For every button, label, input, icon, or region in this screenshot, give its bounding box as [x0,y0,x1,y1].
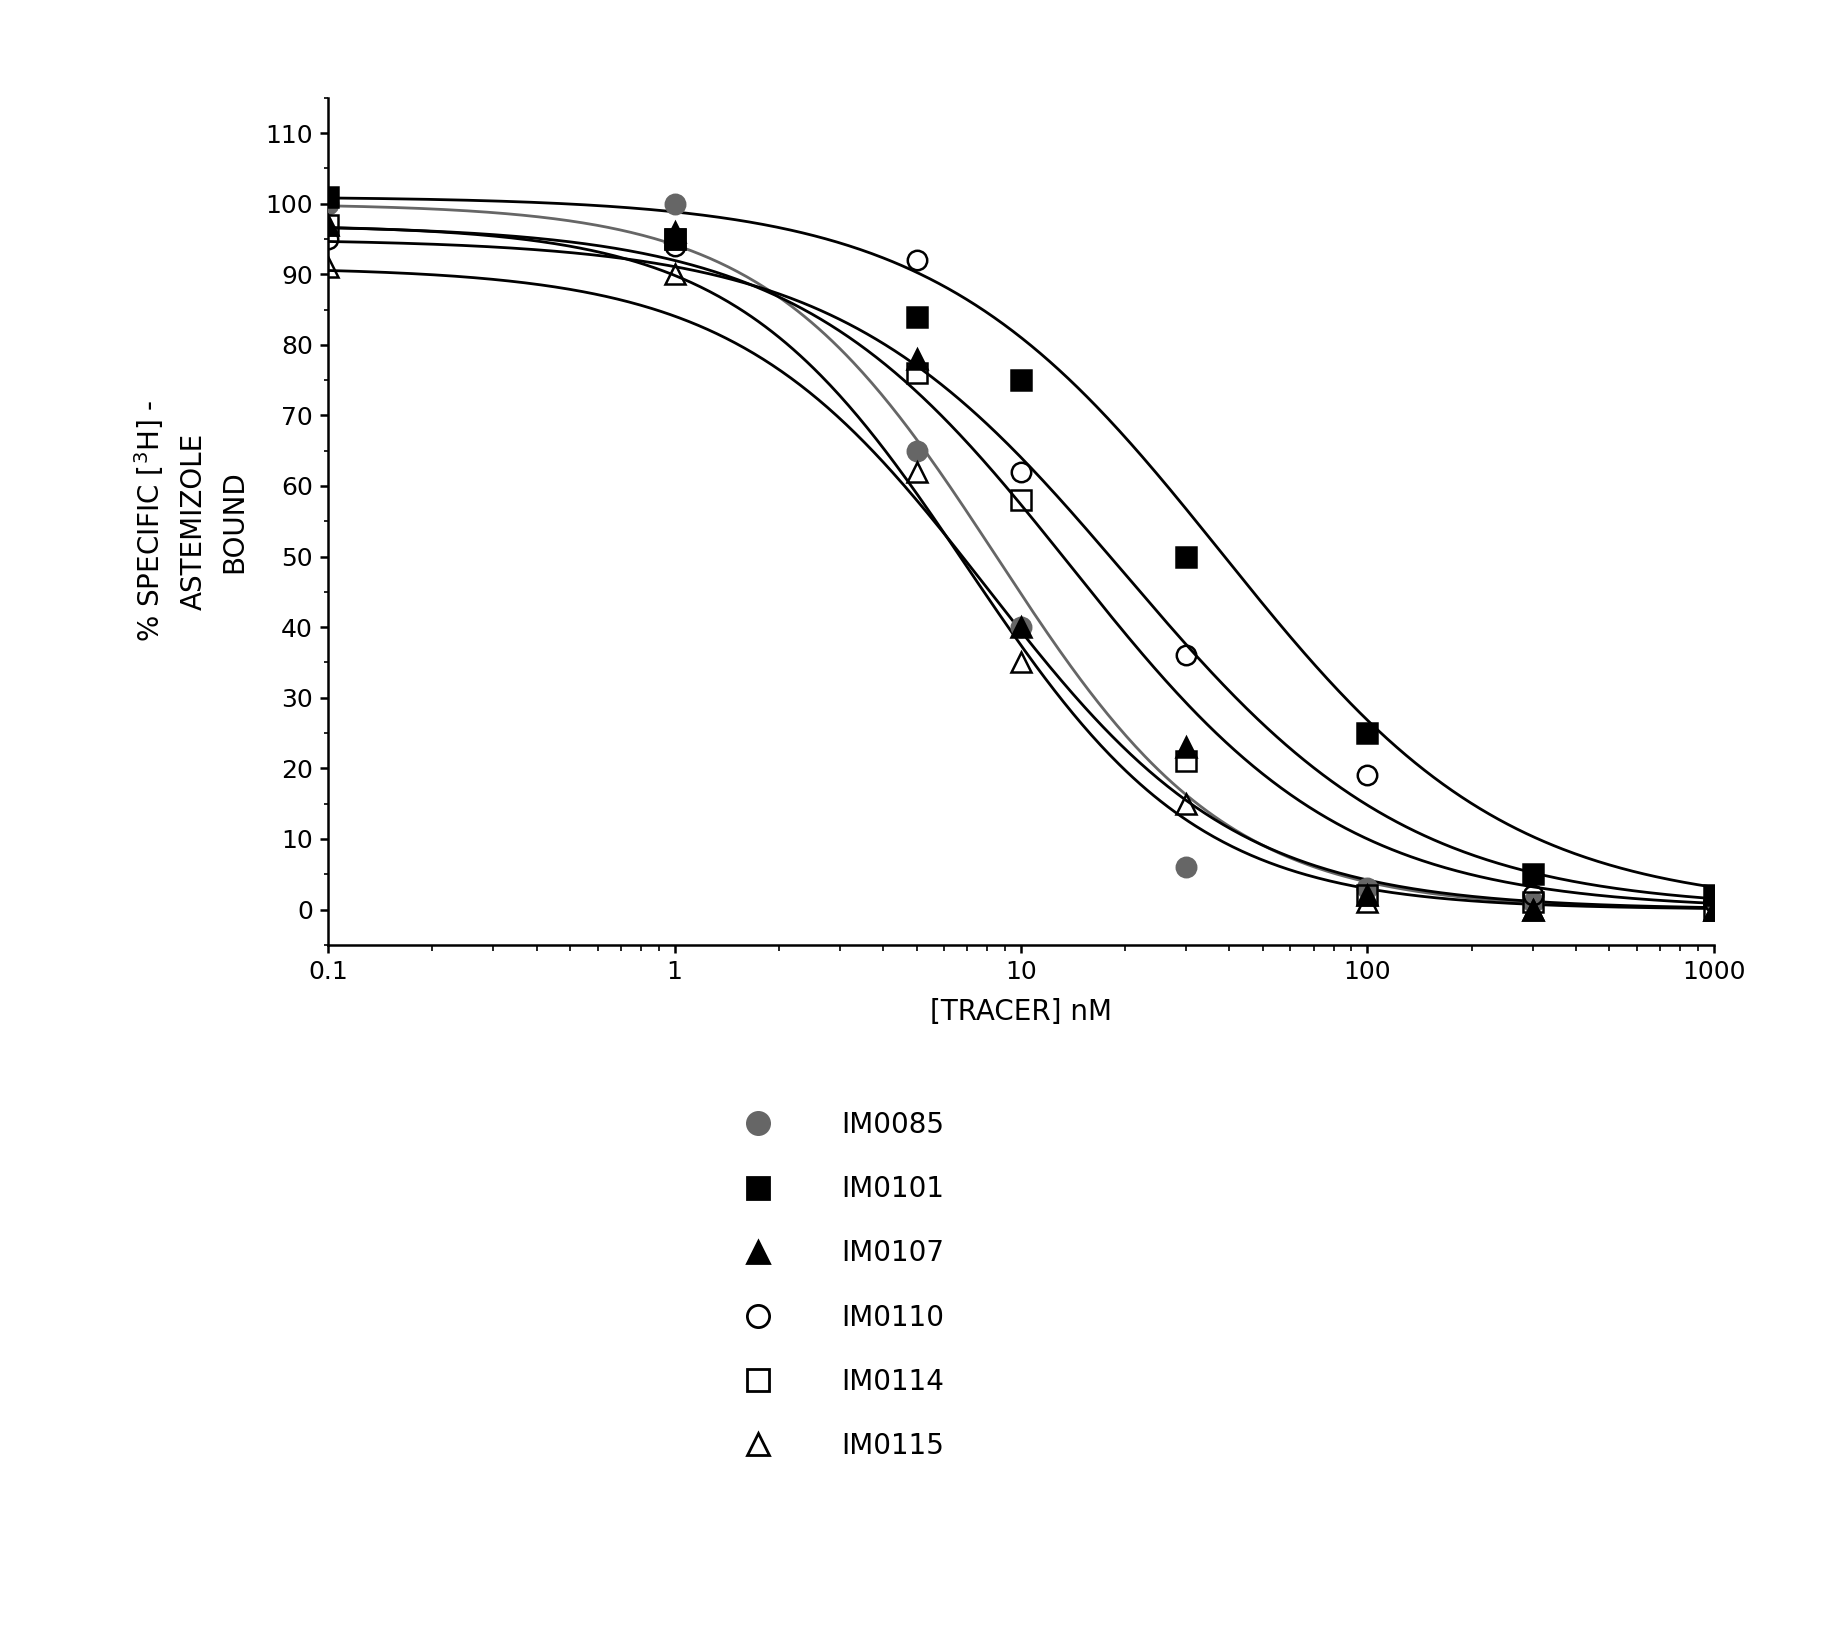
Legend: IM0085, IM0101, IM0107, IM0110, IM0114, IM0115: IM0085, IM0101, IM0107, IM0110, IM0114, … [729,1111,944,1460]
X-axis label: [TRACER] nM: [TRACER] nM [930,999,1112,1026]
Y-axis label: % SPECIFIC [$^{3}$H] -
ASTEMIZOLE
BOUND: % SPECIFIC [$^{3}$H] - ASTEMIZOLE BOUND [133,401,248,642]
